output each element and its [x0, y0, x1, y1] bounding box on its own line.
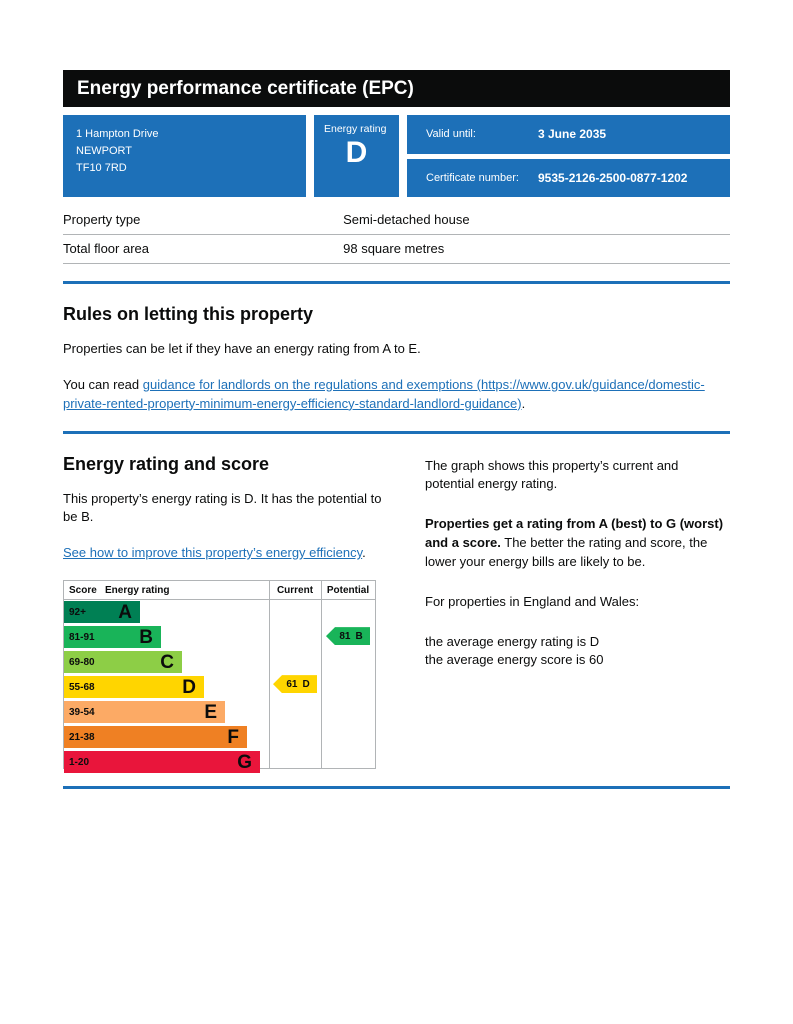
band-score-range: 55-68 [69, 681, 95, 693]
current-score: 61 [286, 678, 298, 690]
page-title-bar: Energy performance certificate (EPC) [63, 70, 730, 107]
letting-rules-para: Properties can be let if they have an en… [63, 341, 421, 356]
chart-current-column-line [269, 581, 270, 769]
rating-summary-para: This property’s energy rating is D. It h… [63, 490, 382, 525]
average-score-line: the average energy score is 60 [425, 652, 604, 668]
band-letter: A [118, 601, 132, 623]
valid-until-value: 3 June 2035 [538, 127, 607, 142]
validity-details: Valid until: 3 June 2035 Certificate num… [407, 115, 730, 197]
address-line: NEWPORT [76, 145, 133, 158]
letting-rules-heading: Rules on letting this property [63, 304, 314, 324]
table-row: Property type Semi-detached house [63, 206, 730, 235]
chart-header-score: Score [69, 585, 97, 597]
chart-header-energy-rating: Energy rating [105, 585, 170, 597]
band-letter: G [237, 751, 252, 773]
certificate-number-value: 9535-2126-2500-0877-1202 [538, 170, 688, 185]
chart-header-current: Current [276, 585, 314, 597]
epc-band-row: 92+ A [64, 601, 375, 625]
epc-band-c: 69-80 C [64, 651, 182, 674]
chart-potential-column-line [321, 581, 322, 769]
epc-band-g: 1-20 G [64, 751, 260, 774]
property-type-label: Property type [63, 212, 141, 227]
property-address: 1 Hampton Drive NEWPORT TF10 7RD [63, 115, 306, 197]
band-score-range: 39-54 [69, 706, 95, 718]
section-divider [63, 281, 730, 284]
floor-area-label: Total floor area [63, 241, 149, 256]
letting-guidance-para: You can read guidance for landlords on t… [63, 376, 730, 414]
epc-bands: 92+ A 81-91 B 69-80 C [64, 600, 375, 775]
improve-efficiency-para: See how to improve this property’s energ… [63, 544, 395, 563]
potential-rating-arrow: 81 B [326, 627, 370, 646]
floor-area-value: 98 square metres [343, 241, 445, 256]
rating-explanation-column: The graph shows this property’s current … [425, 434, 730, 770]
epc-band-b: 81-91 B [64, 626, 161, 649]
rating-scale-para: Properties get a rating from A (best) to… [425, 515, 730, 572]
potential-letter: B [355, 630, 363, 642]
band-score-range: 21-38 [69, 731, 95, 743]
epc-band-row: 69-80 C [64, 651, 375, 675]
landlord-guidance-link[interactable]: guidance for landlords on the regulation… [63, 376, 705, 411]
improve-link-suffix: . [362, 545, 366, 561]
chart-header-potential: Potential [326, 585, 370, 597]
band-score-range: 92+ [69, 606, 86, 618]
average-rating-line: the average energy rating is D [425, 633, 600, 649]
certificate-number-label: Certificate number: [426, 171, 519, 184]
graph-explainer-para: The graph shows this property’s current … [425, 457, 679, 492]
rating-scale-rest: The better the rating and score, the low… [425, 535, 708, 569]
energy-rating-heading: Energy rating and score [63, 453, 270, 474]
table-row: Total floor area 98 square metres [63, 235, 730, 264]
section-divider [63, 430, 730, 434]
energy-rating-value: D [345, 136, 368, 169]
address-line: 1 Hampton Drive [76, 128, 159, 140]
epc-band-row: 39-54 E [64, 701, 375, 725]
epc-band-d: 55-68 D [64, 676, 204, 699]
band-letter: E [204, 701, 217, 723]
epc-band-row: 55-68 D [64, 676, 375, 700]
current-rating-arrow: 61 D [273, 675, 317, 694]
band-score-range: 69-80 [69, 656, 95, 668]
epc-rating-chart: Score Energy rating Current Potential 92… [63, 580, 376, 774]
epc-band-row: 21-38 F [64, 726, 375, 750]
band-score-range: 1-20 [69, 756, 90, 768]
section-divider [63, 786, 730, 790]
epc-band-e: 39-54 E [64, 701, 225, 724]
england-wales-para: For properties in England and Wales: [425, 593, 640, 609]
certificate-number-row: Certificate number: 9535-2126-2500-0877-… [407, 158, 730, 197]
certificate-summary: 1 Hampton Drive NEWPORT TF10 7RD Energy … [63, 115, 730, 197]
rating-summary-column: Energy rating and score This property’s … [63, 434, 395, 774]
improve-efficiency-link[interactable]: See how to improve this property’s energ… [63, 545, 363, 561]
chart-header-divider [64, 599, 375, 601]
band-letter: B [139, 626, 153, 648]
valid-until-row: Valid until: 3 June 2035 [407, 115, 730, 154]
averages-para: the average energy rating is D the averag… [425, 633, 730, 671]
band-letter: C [160, 651, 174, 673]
guidance-text-prefix: You can read [63, 376, 143, 392]
potential-score: 81 [339, 630, 351, 642]
current-letter: D [302, 678, 310, 690]
property-details-table: Property type Semi-detached house Total … [63, 206, 730, 264]
address-line: TF10 7RD [76, 162, 127, 175]
band-letter: D [182, 676, 196, 698]
epc-band-a: 92+ A [64, 601, 140, 624]
band-score-range: 81-91 [69, 631, 95, 643]
letting-rules-section: Rules on letting this property Propertie… [63, 304, 730, 414]
rating-scale-bold: Properties get a rating from A (best) to… [425, 516, 724, 551]
energy-rating-section: Energy rating and score This property’s … [63, 434, 730, 774]
valid-until-label: Valid until: [426, 128, 476, 141]
guidance-text-suffix: . [521, 395, 526, 411]
energy-rating-box: Energy rating D [314, 115, 399, 197]
epc-band-row: 1-20 G [64, 751, 375, 775]
band-letter: F [227, 726, 239, 748]
epc-band-row: 81-91 B [64, 626, 375, 650]
property-type-value: Semi-detached house [343, 212, 470, 227]
energy-rating-label: Energy rating [324, 123, 387, 135]
page-title: Energy performance certificate (EPC) [77, 77, 414, 99]
epc-band-f: 21-38 F [64, 726, 247, 749]
